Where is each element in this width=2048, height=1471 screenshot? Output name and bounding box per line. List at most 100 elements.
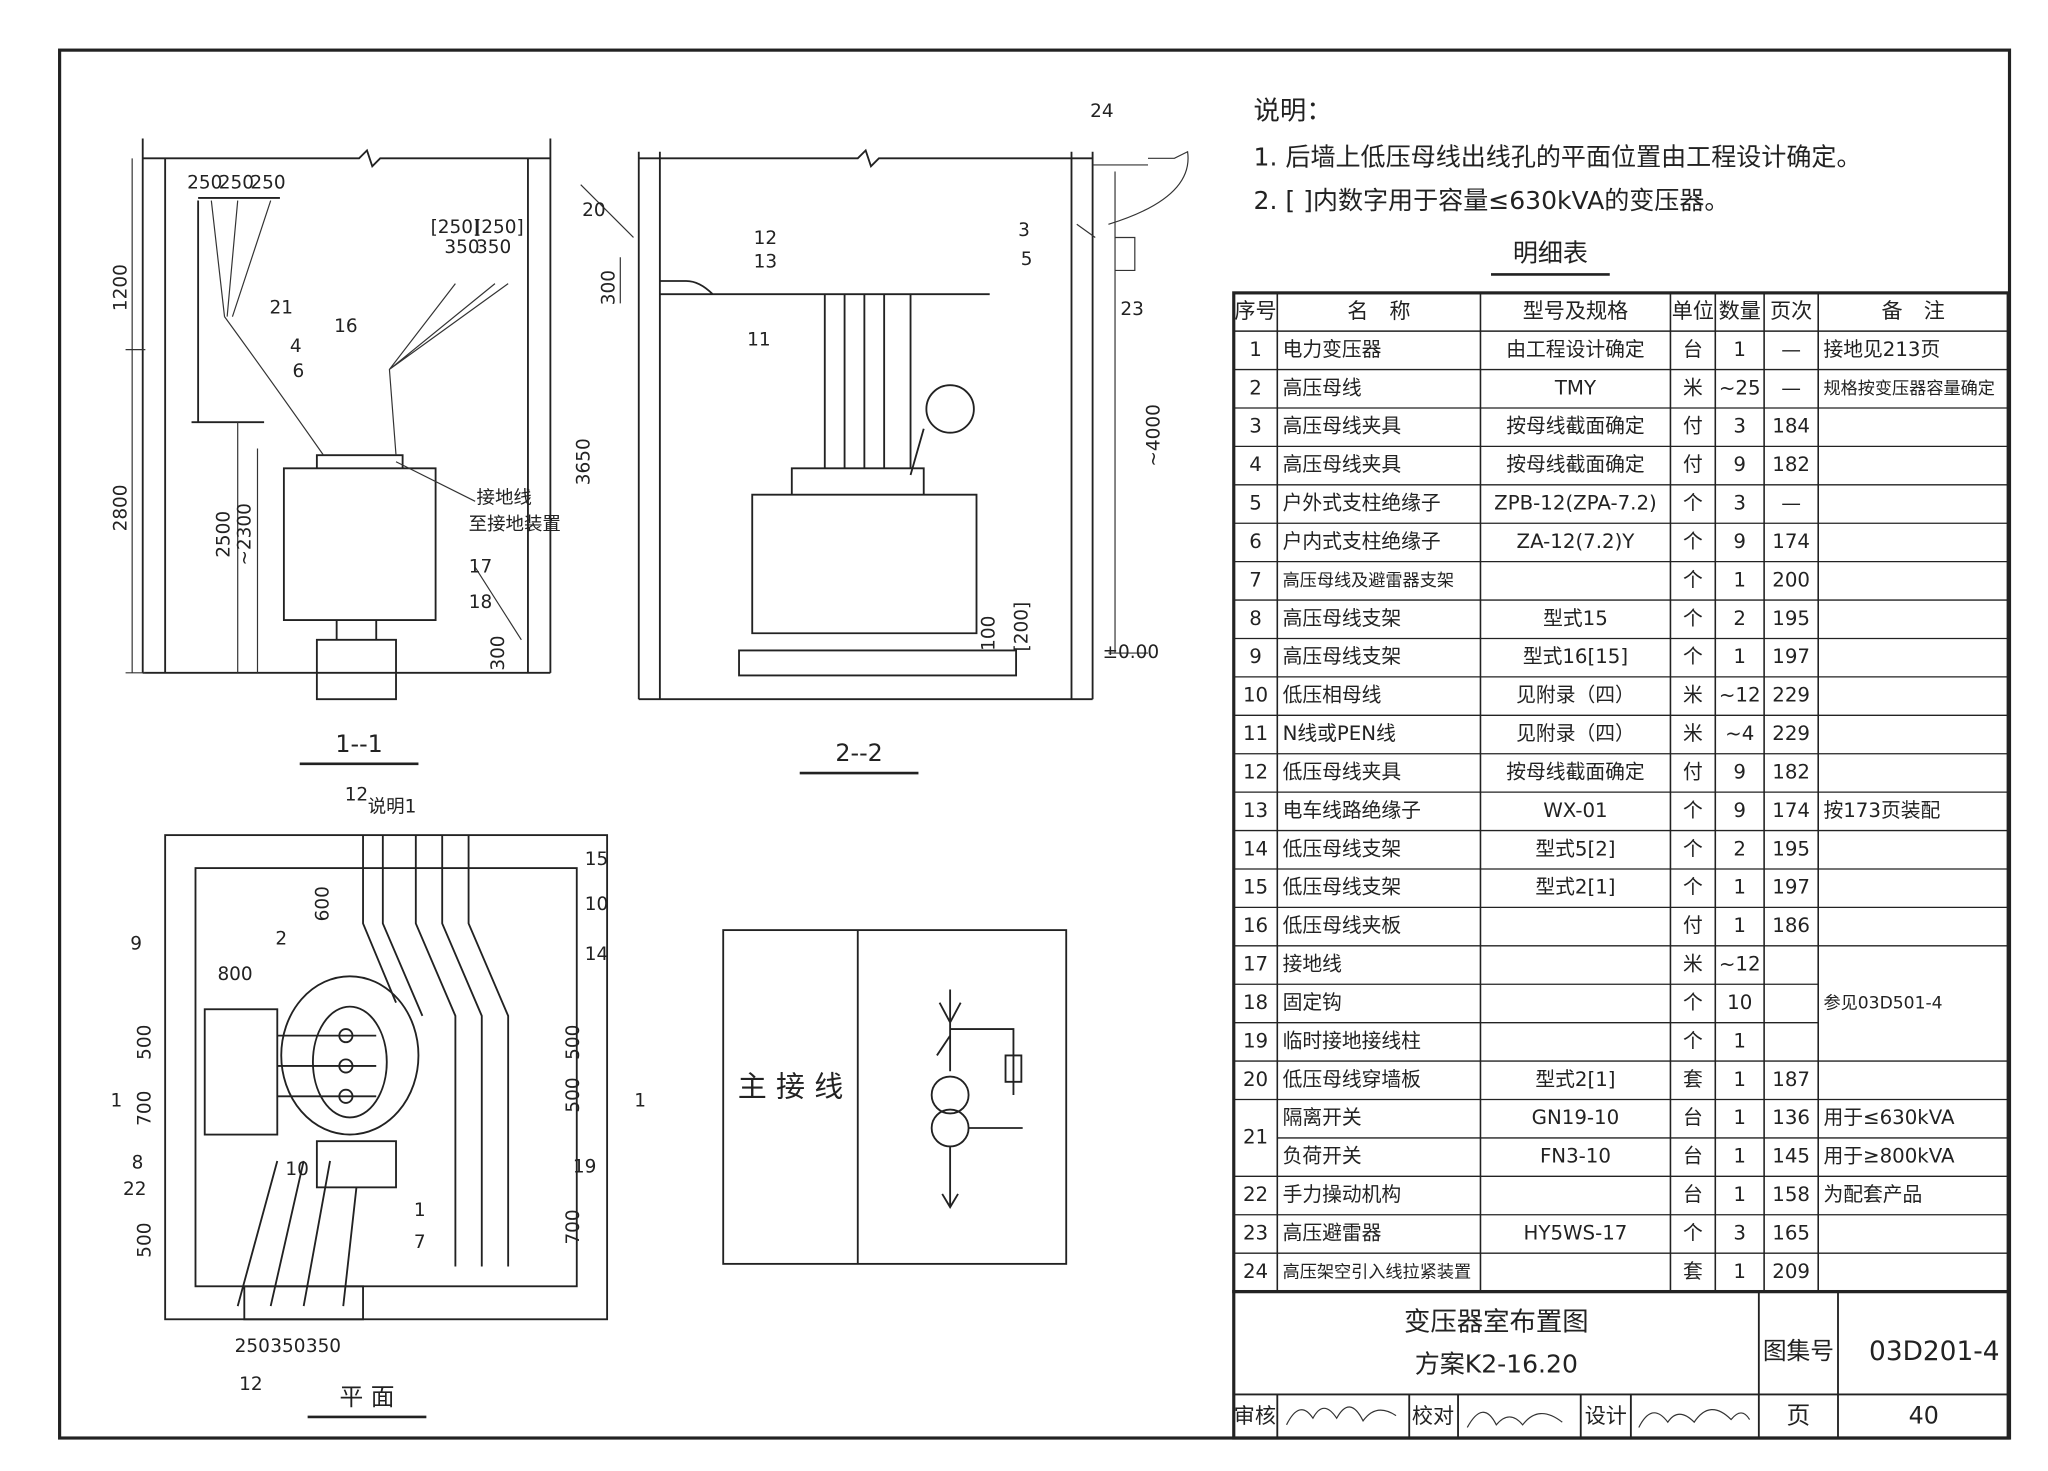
table-cell: 24	[1243, 1260, 1268, 1283]
table-cell: ZPB-12(ZPA-7.2)	[1494, 492, 1657, 515]
dimension-label: 250	[250, 172, 285, 193]
table-cell: 11	[1243, 722, 1268, 745]
table-cell: 2	[1249, 376, 1262, 399]
dimension-label: 800	[217, 964, 252, 985]
table-cell: 2	[1733, 837, 1746, 860]
table-title: 明细表	[1513, 239, 1588, 268]
table-cell: 为配套产品	[1823, 1183, 1922, 1206]
table-cell: 9	[1733, 760, 1746, 783]
table-cell: 197	[1772, 645, 1810, 668]
table-cell: 米	[1683, 722, 1703, 745]
dimension-label: 6	[293, 361, 305, 382]
table-cell: 台	[1683, 1145, 1703, 1168]
dimension-label: 24	[1090, 101, 1113, 122]
table-cell: 负荷开关	[1283, 1145, 1362, 1168]
dimension-label: [250]	[474, 217, 524, 238]
table-cell: 按母线截面确定	[1506, 415, 1644, 438]
table-cell: 个	[1683, 530, 1703, 553]
table-cell: 195	[1772, 607, 1810, 630]
table-cell: 付	[1683, 914, 1703, 937]
table-cell: 8	[1249, 607, 1262, 630]
table-cell: 按母线截面确定	[1506, 760, 1644, 783]
table-cell: 低压母线支架	[1283, 876, 1402, 899]
dimension-label: 2	[275, 928, 287, 949]
table-cell: ZA-12(7.2)Y	[1517, 530, 1636, 553]
dimension-label: 700	[134, 1091, 155, 1126]
table-cell: 固定钩	[1283, 991, 1342, 1014]
table-cell: 户外式支柱绝缘子	[1283, 492, 1441, 515]
table-cell: 184	[1772, 415, 1810, 438]
table-cell: 1	[1733, 914, 1746, 937]
dimension-label: 500	[563, 1025, 584, 1060]
table-cell: 个	[1683, 837, 1703, 860]
table-cell: 个	[1683, 492, 1703, 515]
table-cell: 15	[1243, 876, 1268, 899]
dimension-label: 500	[134, 1223, 155, 1258]
table-header: 型号及规格	[1523, 298, 1628, 323]
table-cell: —	[1781, 492, 1801, 515]
dimension-label: 500	[563, 1077, 584, 1112]
table-cell: 7	[1249, 568, 1262, 591]
note-item: 1. 后墙上低压母线出线孔的平面位置由工程设计确定。	[1254, 142, 1862, 171]
dimension-label: [250]	[431, 217, 481, 238]
table-cell: 165	[1772, 1221, 1810, 1244]
dimension-label: 11	[747, 329, 770, 350]
table-cell: 182	[1772, 453, 1810, 476]
table-cell: 10	[1243, 684, 1268, 707]
dimension-label: 10	[285, 1159, 308, 1180]
table-header: 备 注	[1882, 298, 1945, 323]
table-cell: 3	[1733, 1221, 1746, 1244]
plan-view	[164, 834, 609, 1321]
table-cell: 10	[1727, 991, 1752, 1014]
table-cell: 17	[1243, 953, 1268, 976]
table-cell: 个	[1683, 568, 1703, 591]
table-cell: 1	[1733, 876, 1746, 899]
notes-title: 说明：	[1254, 97, 1333, 127]
table-cell: 23	[1243, 1221, 1268, 1244]
table-cell: 米	[1683, 684, 1703, 707]
table-cell: 低压相母线	[1283, 684, 1382, 707]
table-cell: 手力操动机构	[1283, 1183, 1402, 1206]
table-header: 页次	[1770, 298, 1812, 323]
dimension-label: 250	[219, 172, 254, 193]
dimension-label: 20	[582, 200, 605, 221]
table-cell: 用于≤630kVA	[1823, 1106, 1955, 1129]
dimension-label: 14	[585, 944, 608, 965]
table-cell: 型式2[1]	[1535, 1068, 1615, 1091]
dimension-label: 12	[239, 1374, 262, 1395]
note-item: 2. [ ]内数字用于容量≤630kVA的变压器。	[1254, 186, 1730, 215]
table-cell: 158	[1772, 1183, 1810, 1206]
table-cell: 209	[1772, 1260, 1810, 1283]
dimension-label: 3	[1018, 220, 1030, 241]
dimension-label: 350	[476, 237, 511, 258]
dimension-label: 350	[270, 1336, 305, 1357]
table-cell: 低压母线夹板	[1283, 914, 1402, 937]
table-cell: 22	[1243, 1183, 1268, 1206]
dimension-label: ~4000	[1144, 404, 1165, 466]
dimension-label: 接地线	[477, 488, 532, 509]
page-label: 页	[1787, 1401, 1811, 1429]
view-caption: 平 面	[339, 1383, 394, 1411]
table-cell: 高压母线夹具	[1283, 415, 1402, 438]
dimension-label: 23	[1120, 299, 1143, 320]
table-cell: 高压母线	[1283, 376, 1362, 399]
table-cell: 低压母线支架	[1283, 837, 1402, 860]
atlas-number: 03D201-4	[1869, 1337, 2000, 1367]
table-cell: 台	[1683, 338, 1703, 361]
table-cell: —	[1781, 338, 1801, 361]
table-cell: 米	[1683, 953, 1703, 976]
drawing-title: 变压器室布置图	[1404, 1308, 1589, 1338]
table-cell: 型式16[15]	[1523, 645, 1628, 668]
dimension-label: 3650	[574, 438, 595, 485]
view-caption: 1--1	[335, 730, 382, 758]
table-cell: 9	[1733, 530, 1746, 553]
dimension-label: 12	[345, 785, 368, 806]
dimension-label: 4	[290, 336, 302, 357]
dimension-label: 2800	[111, 484, 132, 531]
table-cell: 付	[1683, 760, 1703, 783]
table-cell: 个	[1683, 607, 1703, 630]
table-cell: 12	[1243, 760, 1268, 783]
table-cell: 1	[1733, 645, 1746, 668]
title-block	[1232, 1289, 2010, 1440]
table-cell: 型式15	[1543, 607, 1608, 630]
